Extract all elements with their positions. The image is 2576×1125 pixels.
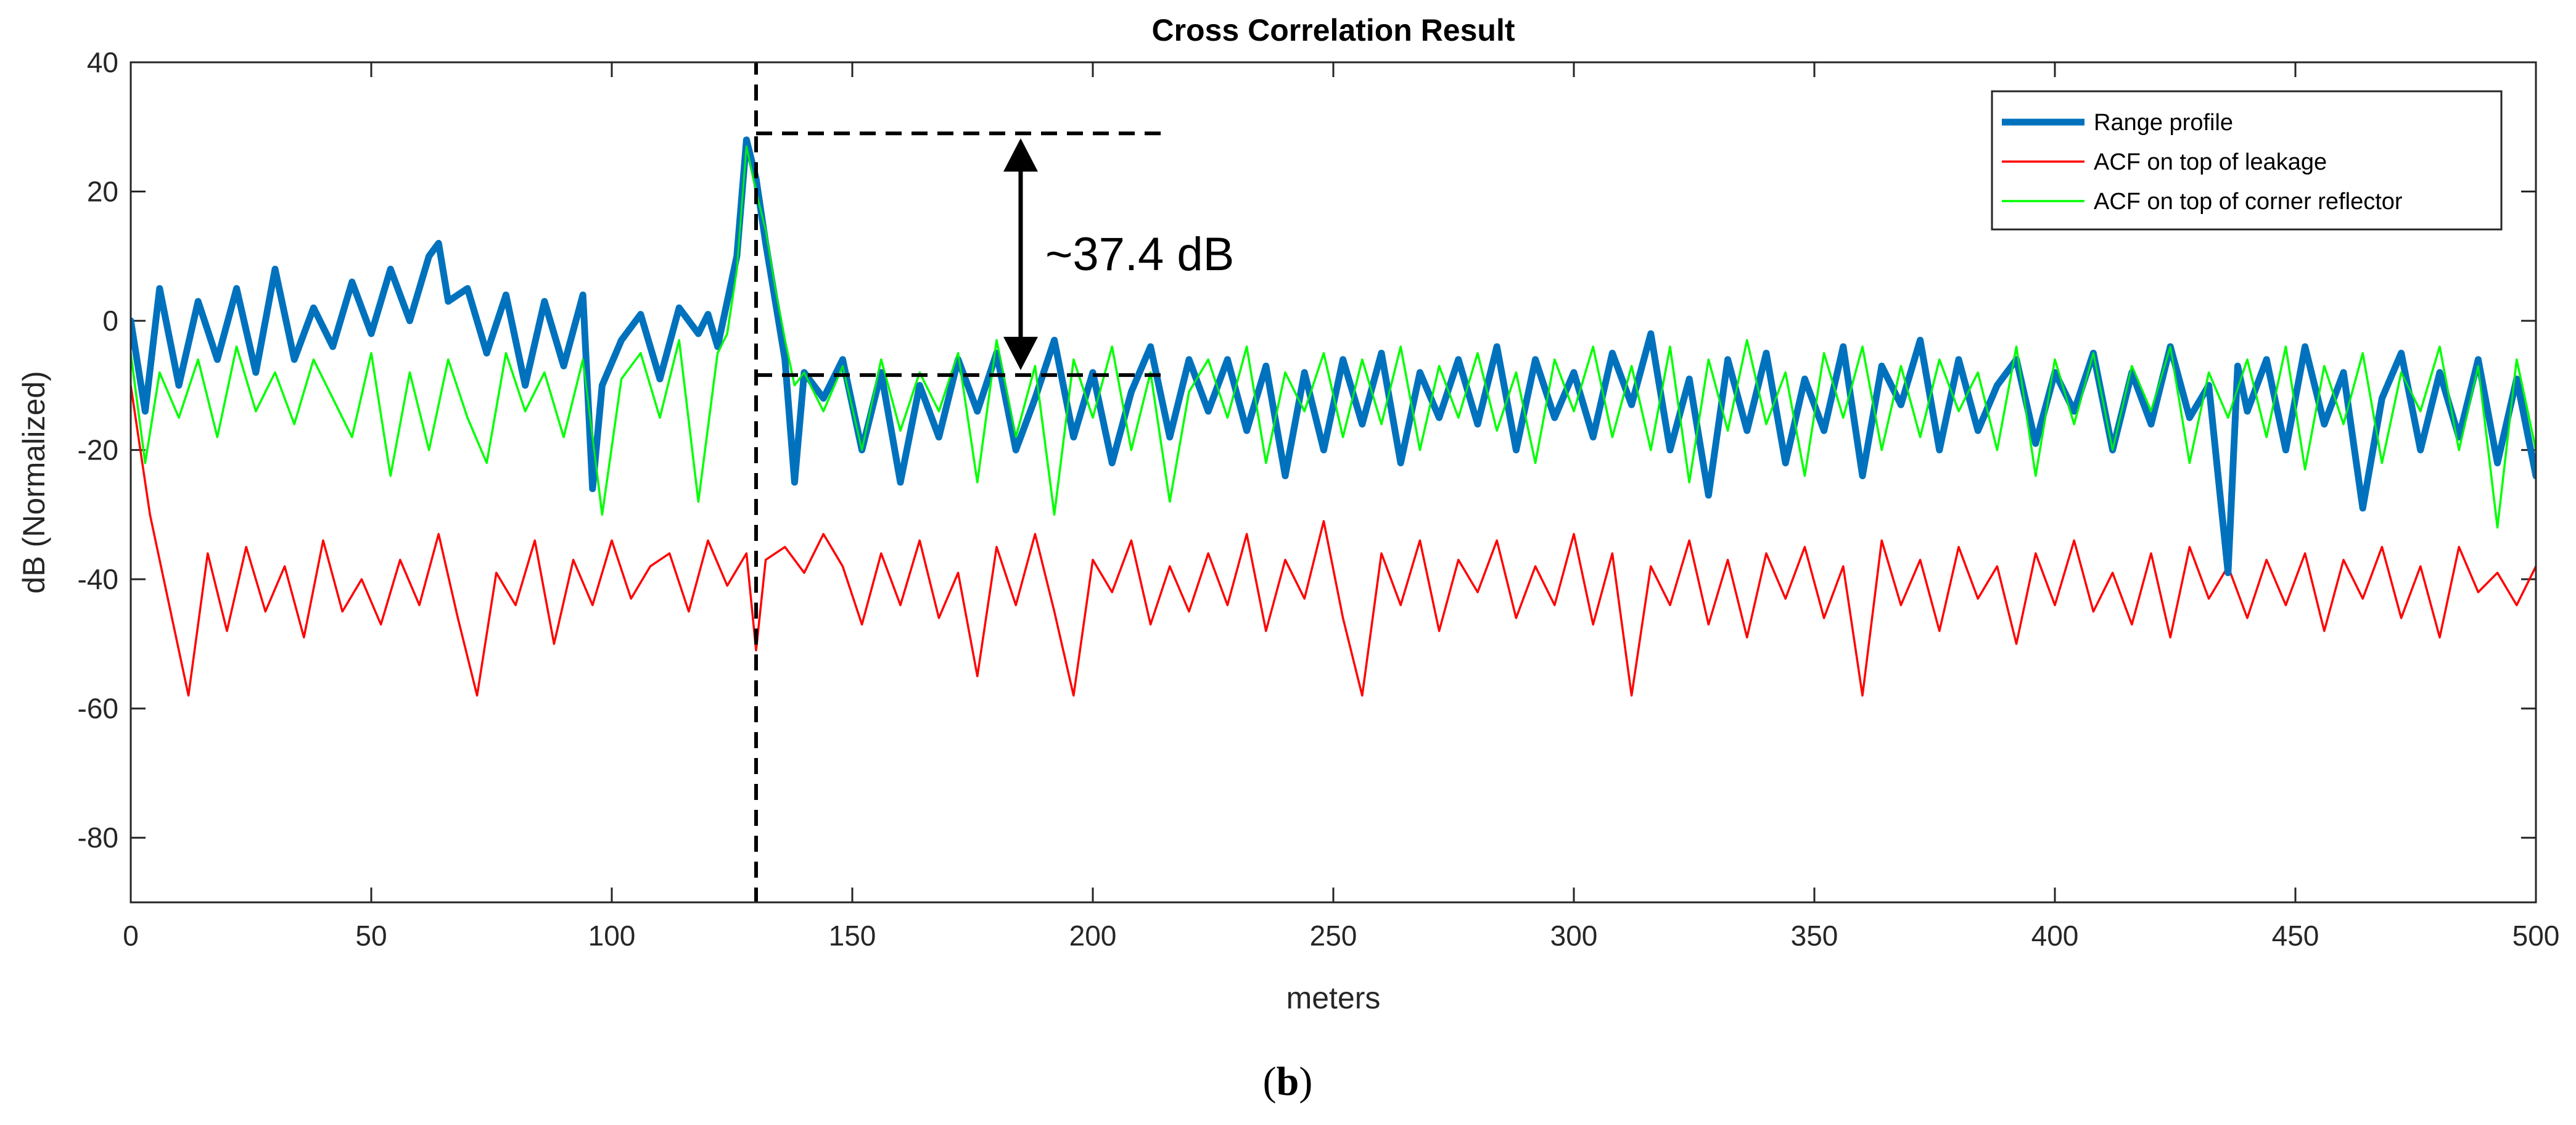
series-acf-leakage xyxy=(131,384,2536,697)
arrow-head-up xyxy=(1003,138,1038,172)
y-tick-labels: 40 20 0 -20 -40 -60 -80 xyxy=(78,46,118,854)
plot-area-frame xyxy=(130,61,2537,904)
x-tick-label: 250 xyxy=(1310,920,1357,952)
caption-open: ( xyxy=(1263,1059,1277,1104)
x-tick-label: 300 xyxy=(1550,920,1598,952)
legend-label-range-profile: Range profile xyxy=(2094,110,2233,136)
legend-label-acf-corner-reflector: ACF on top of corner reflector xyxy=(2094,189,2403,215)
y-tick-label: -60 xyxy=(78,693,118,725)
series-acf-corner-reflector-overlay xyxy=(131,145,2536,529)
x-tick-label: 450 xyxy=(2272,920,2319,952)
y-tick-label: 0 xyxy=(102,305,118,337)
y-tick-label: -40 xyxy=(78,563,118,595)
x-tick-label: 150 xyxy=(829,920,876,952)
y-tick-label: -80 xyxy=(78,822,118,854)
annotation-lines xyxy=(754,62,1165,902)
x-tick-label: 0 xyxy=(123,920,139,952)
legend: Range profile ACF on top of leakage ACF … xyxy=(1991,90,2503,231)
legend-label-acf-leakage: ACF on top of leakage xyxy=(2094,149,2327,175)
legend-box xyxy=(1991,90,2503,231)
y-tick-label: 20 xyxy=(87,176,118,208)
axis-ticks xyxy=(130,61,2537,902)
figure-caption: (b) xyxy=(1263,1059,1313,1104)
x-tick-label: 50 xyxy=(355,920,387,952)
difference-label: ~37.4 dB xyxy=(1045,228,1234,281)
x-tick-labels: 0 50 100 150 200 250 300 350 400 450 500 xyxy=(123,920,2559,952)
caption-close: ) xyxy=(1299,1059,1312,1104)
x-tick-label: 100 xyxy=(588,920,636,952)
y-axis-title: dB (Normalized) xyxy=(17,371,51,593)
caption-letter: b xyxy=(1277,1059,1299,1104)
chart-title: Cross Correlation Result xyxy=(1151,13,1515,47)
x-tick-label: 350 xyxy=(1791,920,1838,952)
x-tick-label: 500 xyxy=(2512,920,2560,952)
arrow-head-down xyxy=(1003,337,1038,371)
series-layer xyxy=(131,136,2536,697)
y-tick-label: -20 xyxy=(78,434,118,466)
y-tick-label: 40 xyxy=(87,46,118,78)
x-axis-title: meters xyxy=(1286,981,1381,1015)
difference-arrow xyxy=(1003,138,1038,371)
series-range-profile xyxy=(131,136,2536,577)
x-tick-label: 400 xyxy=(2031,920,2079,952)
x-tick-label: 200 xyxy=(1069,920,1117,952)
